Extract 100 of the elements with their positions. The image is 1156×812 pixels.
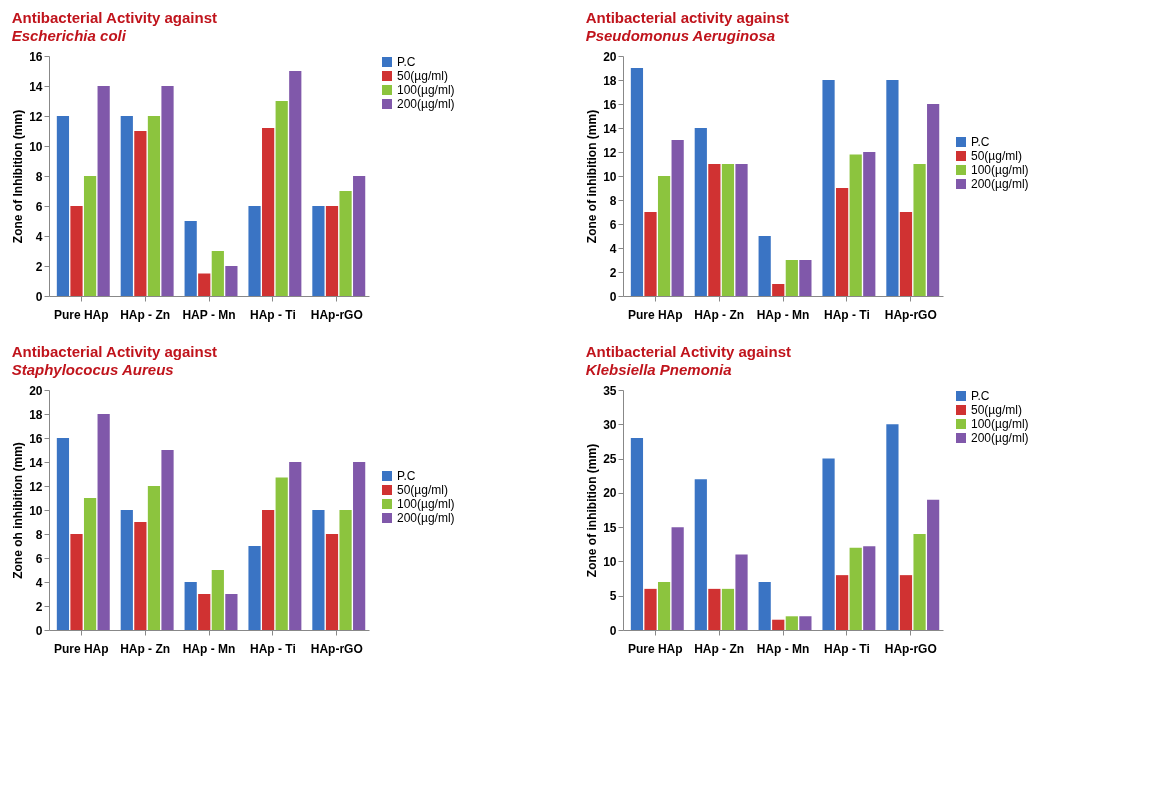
- x-tick-label: Pure HAp: [53, 307, 109, 322]
- y-tick-label: 8: [35, 169, 43, 184]
- bar: [671, 140, 684, 296]
- legend-label: 100(µg/ml): [971, 163, 1029, 177]
- bar: [353, 176, 366, 296]
- y-tick-label: 0: [609, 623, 617, 638]
- bar: [161, 450, 174, 630]
- bar: [134, 522, 147, 630]
- x-tick-label: HAp - Zn: [694, 641, 745, 656]
- bar: [248, 206, 261, 296]
- y-tick-label: 5: [609, 589, 617, 604]
- chart-title: Antibacterial Activity against: [11, 9, 217, 26]
- bar: [225, 266, 238, 296]
- chart-title: Antibacterial Activity against: [11, 343, 217, 360]
- bar: [694, 479, 707, 630]
- bar: [863, 546, 876, 630]
- x-tick-label: HAp - Zn: [120, 641, 171, 656]
- bar: [822, 458, 835, 630]
- bar: [630, 68, 644, 296]
- bar: [799, 260, 812, 296]
- legend-label: P.C: [971, 135, 990, 149]
- bar: [735, 554, 748, 630]
- bar: [289, 462, 302, 630]
- y-tick-label: 20: [603, 486, 617, 501]
- legend-label: 200(µg/ml): [971, 431, 1029, 445]
- bar: [120, 116, 133, 296]
- bar: [694, 128, 707, 296]
- bar: [275, 101, 288, 296]
- bar: [657, 176, 671, 296]
- chart-subtitle: Klebsiella Pnemonia: [585, 361, 732, 378]
- bar: [863, 152, 876, 296]
- x-tick-label: Pure HAp: [627, 307, 683, 322]
- bar: [822, 80, 835, 296]
- y-tick-label: 2: [609, 265, 617, 280]
- y-tick-label: 6: [35, 199, 43, 214]
- y-tick-label: 10: [29, 503, 43, 518]
- legend-label: P.C: [397, 55, 416, 69]
- bar: [758, 582, 771, 630]
- x-tick-label: HAp - Ti: [823, 641, 870, 656]
- bar: [56, 116, 70, 296]
- bar: [671, 527, 684, 630]
- x-tick-label: HAp-rGO: [884, 641, 937, 656]
- legend-label: 50(µg/ml): [971, 149, 1022, 163]
- bar: [97, 414, 110, 630]
- y-tick-label: 12: [29, 479, 43, 494]
- bar: [83, 498, 97, 630]
- y-tick-label: 18: [603, 73, 617, 88]
- bar: [836, 188, 849, 296]
- bar: [211, 251, 224, 296]
- x-tick-label: HAP - Mn: [182, 307, 236, 322]
- bar: [97, 86, 110, 296]
- legend-label: 100(µg/ml): [397, 497, 455, 511]
- y-tick-label: 10: [29, 139, 43, 154]
- y-tick-label: 6: [35, 551, 43, 566]
- y-tick-label: 18: [29, 407, 43, 422]
- bar: [262, 128, 275, 296]
- legend-label: 50(µg/ml): [397, 69, 448, 83]
- bar: [312, 206, 325, 296]
- legend-label: 200(µg/ml): [397, 97, 455, 111]
- bar: [83, 176, 97, 296]
- bar: [147, 116, 161, 296]
- chart-subtitle: Escherichia coli: [11, 27, 127, 44]
- y-tick-label: 10: [603, 554, 617, 569]
- y-tick-label: 14: [29, 79, 43, 94]
- y-tick-label: 14: [603, 121, 617, 136]
- bar: [339, 510, 352, 630]
- legend-label: 50(µg/ml): [971, 403, 1022, 417]
- x-tick-label: HAp - Zn: [694, 307, 745, 322]
- bar: [708, 164, 721, 296]
- bar: [70, 206, 83, 296]
- legend-label: 200(µg/ml): [397, 511, 455, 525]
- chart-title: Antibacterial activity against: [585, 9, 790, 26]
- x-tick-label: HAp - Ti: [249, 307, 296, 322]
- bar: [353, 462, 366, 630]
- bar: [56, 438, 70, 630]
- bar: [886, 424, 899, 630]
- bar: [799, 616, 812, 630]
- y-axis-title: Zone of inhibition (mm): [585, 109, 600, 244]
- bar: [708, 588, 721, 630]
- y-tick-label: 4: [609, 241, 617, 256]
- legend-label: 100(µg/ml): [971, 417, 1029, 431]
- y-tick-label: 16: [603, 97, 617, 112]
- x-tick-label: HAp - Mn: [182, 641, 236, 656]
- bar: [899, 212, 913, 296]
- y-tick-label: 20: [603, 49, 617, 64]
- y-axis-title: Zone oh inhibition (mm): [11, 442, 26, 579]
- y-tick-label: 2: [35, 259, 43, 274]
- chart-subtitle: Staphylococus Aureus: [11, 361, 174, 378]
- bar: [927, 104, 940, 296]
- bar: [248, 546, 261, 630]
- y-tick-label: 30: [603, 417, 617, 432]
- bar: [312, 510, 325, 630]
- legend-label: P.C: [397, 469, 416, 483]
- bar: [913, 534, 926, 630]
- y-tick-label: 16: [29, 49, 43, 64]
- bar: [275, 477, 288, 630]
- y-tick-label: 4: [35, 575, 43, 590]
- legend-label: P.C: [971, 389, 990, 403]
- y-tick-label: 6: [609, 217, 617, 232]
- y-tick-label: 8: [609, 193, 617, 208]
